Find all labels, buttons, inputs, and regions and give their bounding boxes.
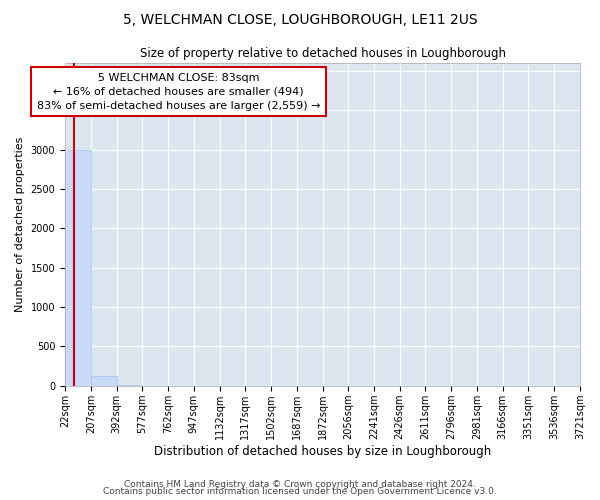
- Text: Contains public sector information licensed under the Open Government Licence v3: Contains public sector information licen…: [103, 487, 497, 496]
- Text: 5 WELCHMAN CLOSE: 83sqm
← 16% of detached houses are smaller (494)
83% of semi-d: 5 WELCHMAN CLOSE: 83sqm ← 16% of detache…: [37, 72, 320, 110]
- Y-axis label: Number of detached properties: Number of detached properties: [15, 136, 25, 312]
- Text: 5, WELCHMAN CLOSE, LOUGHBOROUGH, LE11 2US: 5, WELCHMAN CLOSE, LOUGHBOROUGH, LE11 2U…: [122, 12, 478, 26]
- Bar: [91, 376, 116, 386]
- Bar: [65, 150, 91, 386]
- Title: Size of property relative to detached houses in Loughborough: Size of property relative to detached ho…: [140, 48, 506, 60]
- Text: Contains HM Land Registry data © Crown copyright and database right 2024.: Contains HM Land Registry data © Crown c…: [124, 480, 476, 489]
- X-axis label: Distribution of detached houses by size in Loughborough: Distribution of detached houses by size …: [154, 444, 491, 458]
